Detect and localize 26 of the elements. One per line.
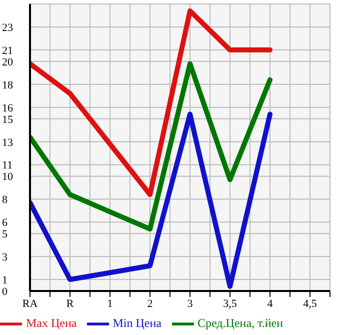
legend-label: Max Цена	[26, 316, 77, 330]
x-tick-label: 4,5	[303, 298, 318, 310]
y-tick-label: 10	[2, 171, 14, 184]
x-tick-label: 3,5	[223, 298, 238, 310]
y-tick-label: 3	[2, 252, 8, 264]
x-tick-label: 4	[267, 298, 274, 310]
x-tick-label: 1	[107, 298, 113, 310]
y-tick-label: 15	[2, 114, 14, 126]
x-tick-label: RA	[22, 298, 38, 310]
y-tick-label: 1	[2, 274, 8, 287]
y-tick-label: 20	[2, 56, 14, 68]
y-tick-label: 11	[2, 160, 13, 172]
y-tick-label: 8	[2, 194, 8, 206]
x-tick-label: 2	[147, 298, 153, 310]
y-tick-label: 23	[2, 22, 14, 34]
y-tick-label: 16	[2, 102, 14, 114]
y-tick-label: 18	[2, 79, 14, 92]
y-tick-label: 6	[2, 217, 8, 230]
y-tick-label: 21	[2, 44, 13, 57]
y-tick-label: 13	[2, 136, 14, 149]
x-tick-label: R	[66, 298, 74, 310]
y-tick-label: 0	[2, 286, 8, 298]
legend-label: Min Цена	[112, 316, 162, 330]
legend-label: Сред.Цена, т.йен	[198, 316, 284, 330]
x-tick-label: 3	[187, 298, 194, 310]
y-tick-label: 5	[2, 228, 8, 241]
